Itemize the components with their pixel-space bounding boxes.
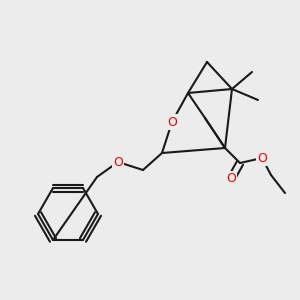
Text: O: O bbox=[113, 155, 123, 169]
Text: O: O bbox=[167, 116, 177, 128]
Text: O: O bbox=[226, 172, 236, 185]
Text: O: O bbox=[257, 152, 267, 164]
